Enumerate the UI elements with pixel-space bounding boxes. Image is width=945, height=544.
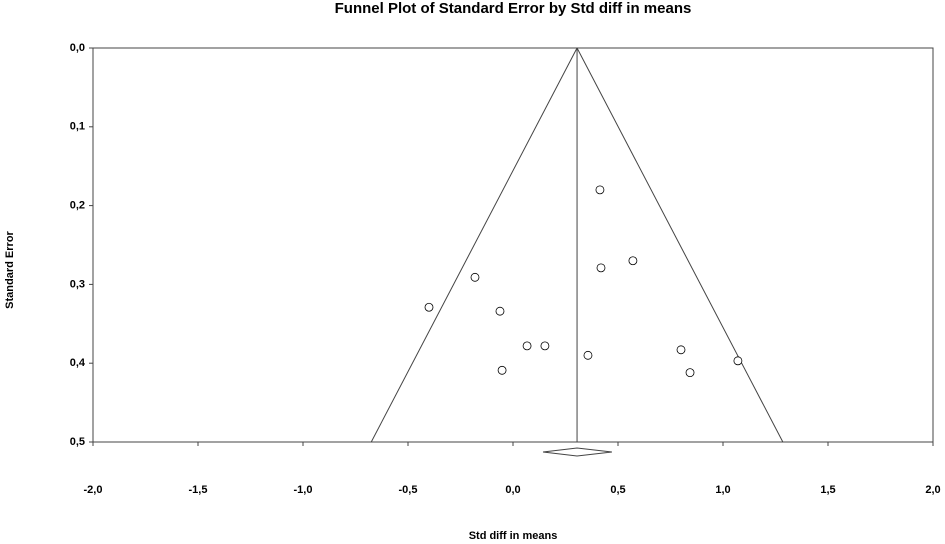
study-point [595,185,605,195]
x-tick-label: 1,5 [820,484,835,496]
study-point [733,356,743,366]
y-axis-label: Standard Error [4,230,16,308]
x-tick-label: 1,0 [715,484,730,496]
y-tick-label: 0,4 [70,357,86,369]
x-tick-label: 0,0 [505,484,520,496]
study-point [522,341,532,351]
study-point [583,350,593,360]
summary-diamond [542,447,612,457]
study-point [676,345,686,355]
study-point [596,263,606,273]
y-tick-label: 0,1 [70,121,85,133]
study-point [470,272,480,282]
study-point [497,365,507,375]
y-tick-label: 0,3 [70,278,85,290]
funnel-right [576,47,784,443]
y-tick-label: 0,5 [70,436,85,448]
x-tick-label: -1,0 [294,484,313,496]
x-tick-label: 2,0 [925,484,940,496]
chart-title: Funnel Plot of Standard Error by Std dif… [335,0,692,17]
study-point [495,306,505,316]
study-point [424,302,434,312]
funnel-left [370,47,578,443]
y-tick-label: 0,2 [70,200,85,212]
x-tick-label: 0,5 [610,484,625,496]
x-axis-label: Std diff in means [469,530,558,542]
plot-frame [92,47,934,443]
x-tick-label: -2,0 [84,484,103,496]
study-point [628,256,638,266]
x-tick-label: -0,5 [399,484,418,496]
x-tick-label: -1,5 [189,484,208,496]
study-point [540,341,550,351]
y-tick-label: 0,0 [70,42,85,54]
study-point [685,368,695,378]
